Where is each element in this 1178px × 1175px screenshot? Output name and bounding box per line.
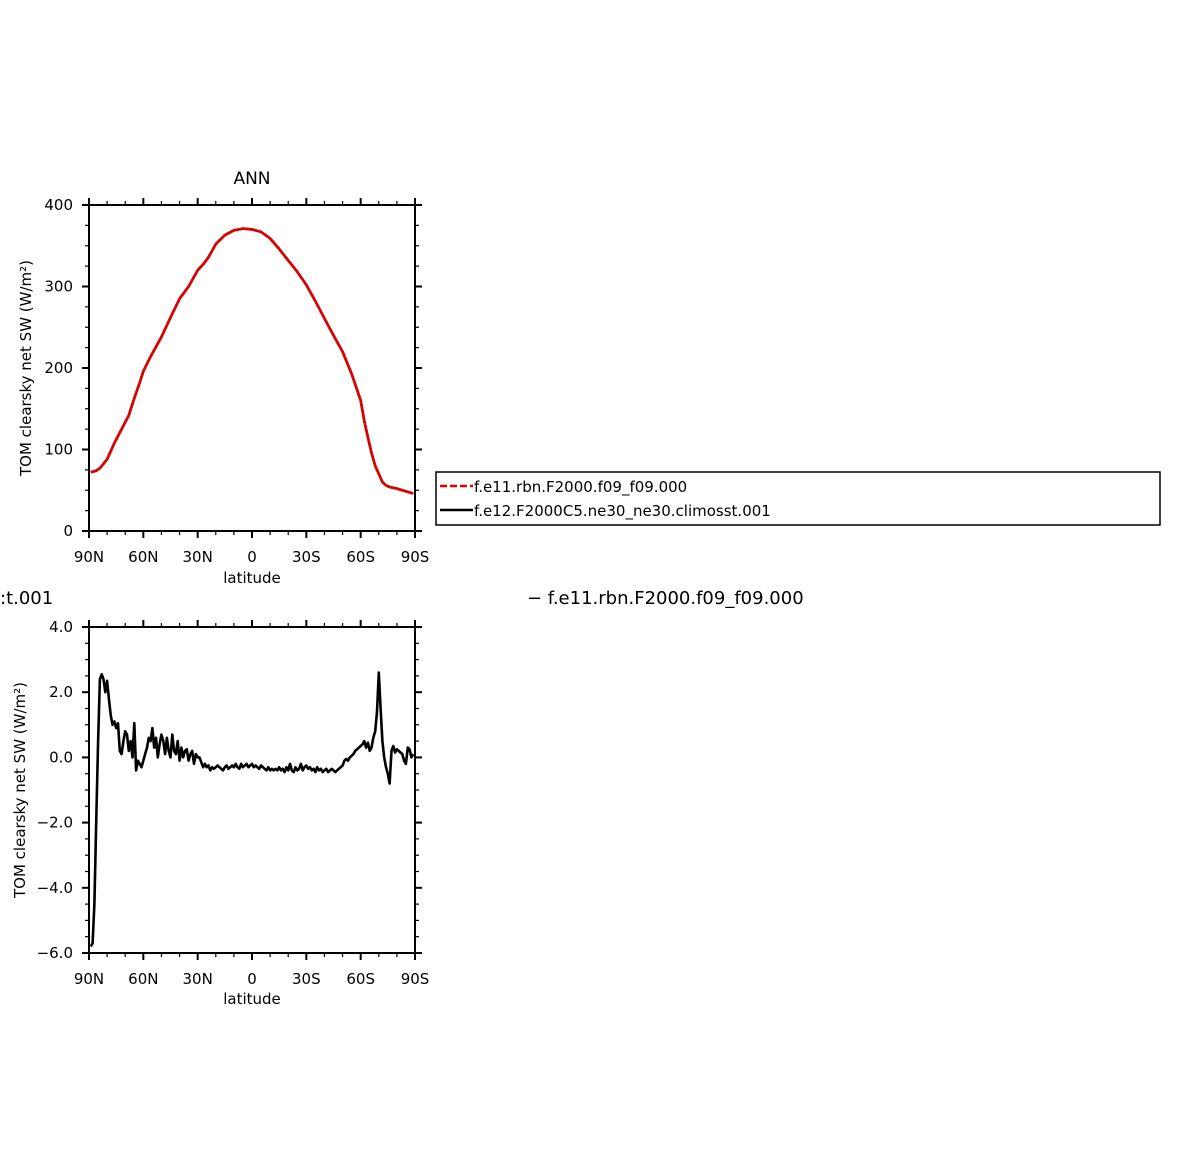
legend: f.e11.rbn.F2000.f09_f09.000 f.e12.F2000C… (435, 471, 1161, 526)
legend-box (435, 471, 1161, 526)
x-tick-label: 30S (292, 548, 321, 566)
top-y-tick-labels: 0 100 200 300 400 (44, 196, 73, 540)
y-tick-label: −4.0 (37, 879, 73, 897)
x-tick-label: 60N (128, 548, 158, 566)
bottom-x-axis-label: latitude (223, 990, 281, 1008)
top-y-axis-label: TOM clearsky net SW (W/m²) (17, 260, 35, 477)
legend-label-0: f.e11.rbn.F2000.f09_f09.000 (474, 478, 687, 497)
bottom-y-axis-label: TOM clearsky net SW (W/m²) (11, 682, 29, 899)
x-tick-label: 0 (247, 548, 257, 566)
y-tick-label: 2.0 (49, 683, 73, 701)
bottom-series-lines (89, 671, 415, 948)
bottom-y-tick-labels: −6.0 −4.0 −2.0 0.0 2.0 4.0 (37, 618, 73, 962)
y-tick-label: 4.0 (49, 618, 73, 636)
x-tick-label: 90N (74, 970, 104, 988)
bottom-axis-ticks (82, 620, 422, 960)
bottom-panel: −6.0−4.0−2.00.02.04.0 90N 60N 30N 0 30S 60S 90… (11, 618, 429, 1008)
diff-title-right: − f.e11.rbn.F2000.f09_f09.000 (527, 588, 804, 609)
bottom-x-tick-labels: 90N 60N 30N 0 30S 60S 90S (74, 970, 429, 988)
top-plot-frame (88, 204, 416, 532)
diff-title-left-fragment: :t.001 (0, 588, 53, 609)
y-tick-label: 100 (44, 441, 73, 459)
bottom-plot-frame (88, 626, 416, 954)
x-tick-label: 90S (401, 548, 430, 566)
series-line-0-0 (90, 227, 414, 495)
x-tick-label: 90S (401, 970, 430, 988)
x-tick-label: 60S (346, 970, 375, 988)
y-tick-label: 200 (44, 359, 73, 377)
top-axis-ticks (82, 198, 422, 538)
y-tick-label: −2.0 (37, 814, 73, 832)
series-line-0-1 (90, 227, 414, 495)
x-tick-label: 60S (346, 548, 375, 566)
x-tick-label: 30N (183, 970, 213, 988)
y-tick-label: −6.0 (37, 944, 73, 962)
top-x-tick-labels: 90N 60N 30N 0 30S 60S 90S (74, 548, 429, 566)
x-tick-label: 90N (74, 548, 104, 566)
top-panel: ANN 0 100 200 300 400 90N 60N 30N 0 30S 60S 90S la… (17, 169, 429, 587)
y-tick-label: 0 (63, 522, 73, 540)
y-tick-label: 0.0 (49, 748, 73, 766)
top-series-lines (90, 227, 414, 495)
x-tick-label: 30N (183, 548, 213, 566)
top-x-axis-label: latitude (223, 569, 281, 587)
x-tick-label: 0 (247, 970, 257, 988)
legend-label-1: f.e12.F2000C5.ne30_ne30.climosst.001 (474, 502, 771, 521)
x-tick-label: 30S (292, 970, 321, 988)
y-tick-label: 300 (44, 278, 73, 296)
x-tick-label: 60N (128, 970, 158, 988)
series-line-1-0 (89, 671, 415, 948)
top-panel-title: ANN (233, 169, 270, 189)
y-tick-label: 400 (44, 196, 73, 214)
